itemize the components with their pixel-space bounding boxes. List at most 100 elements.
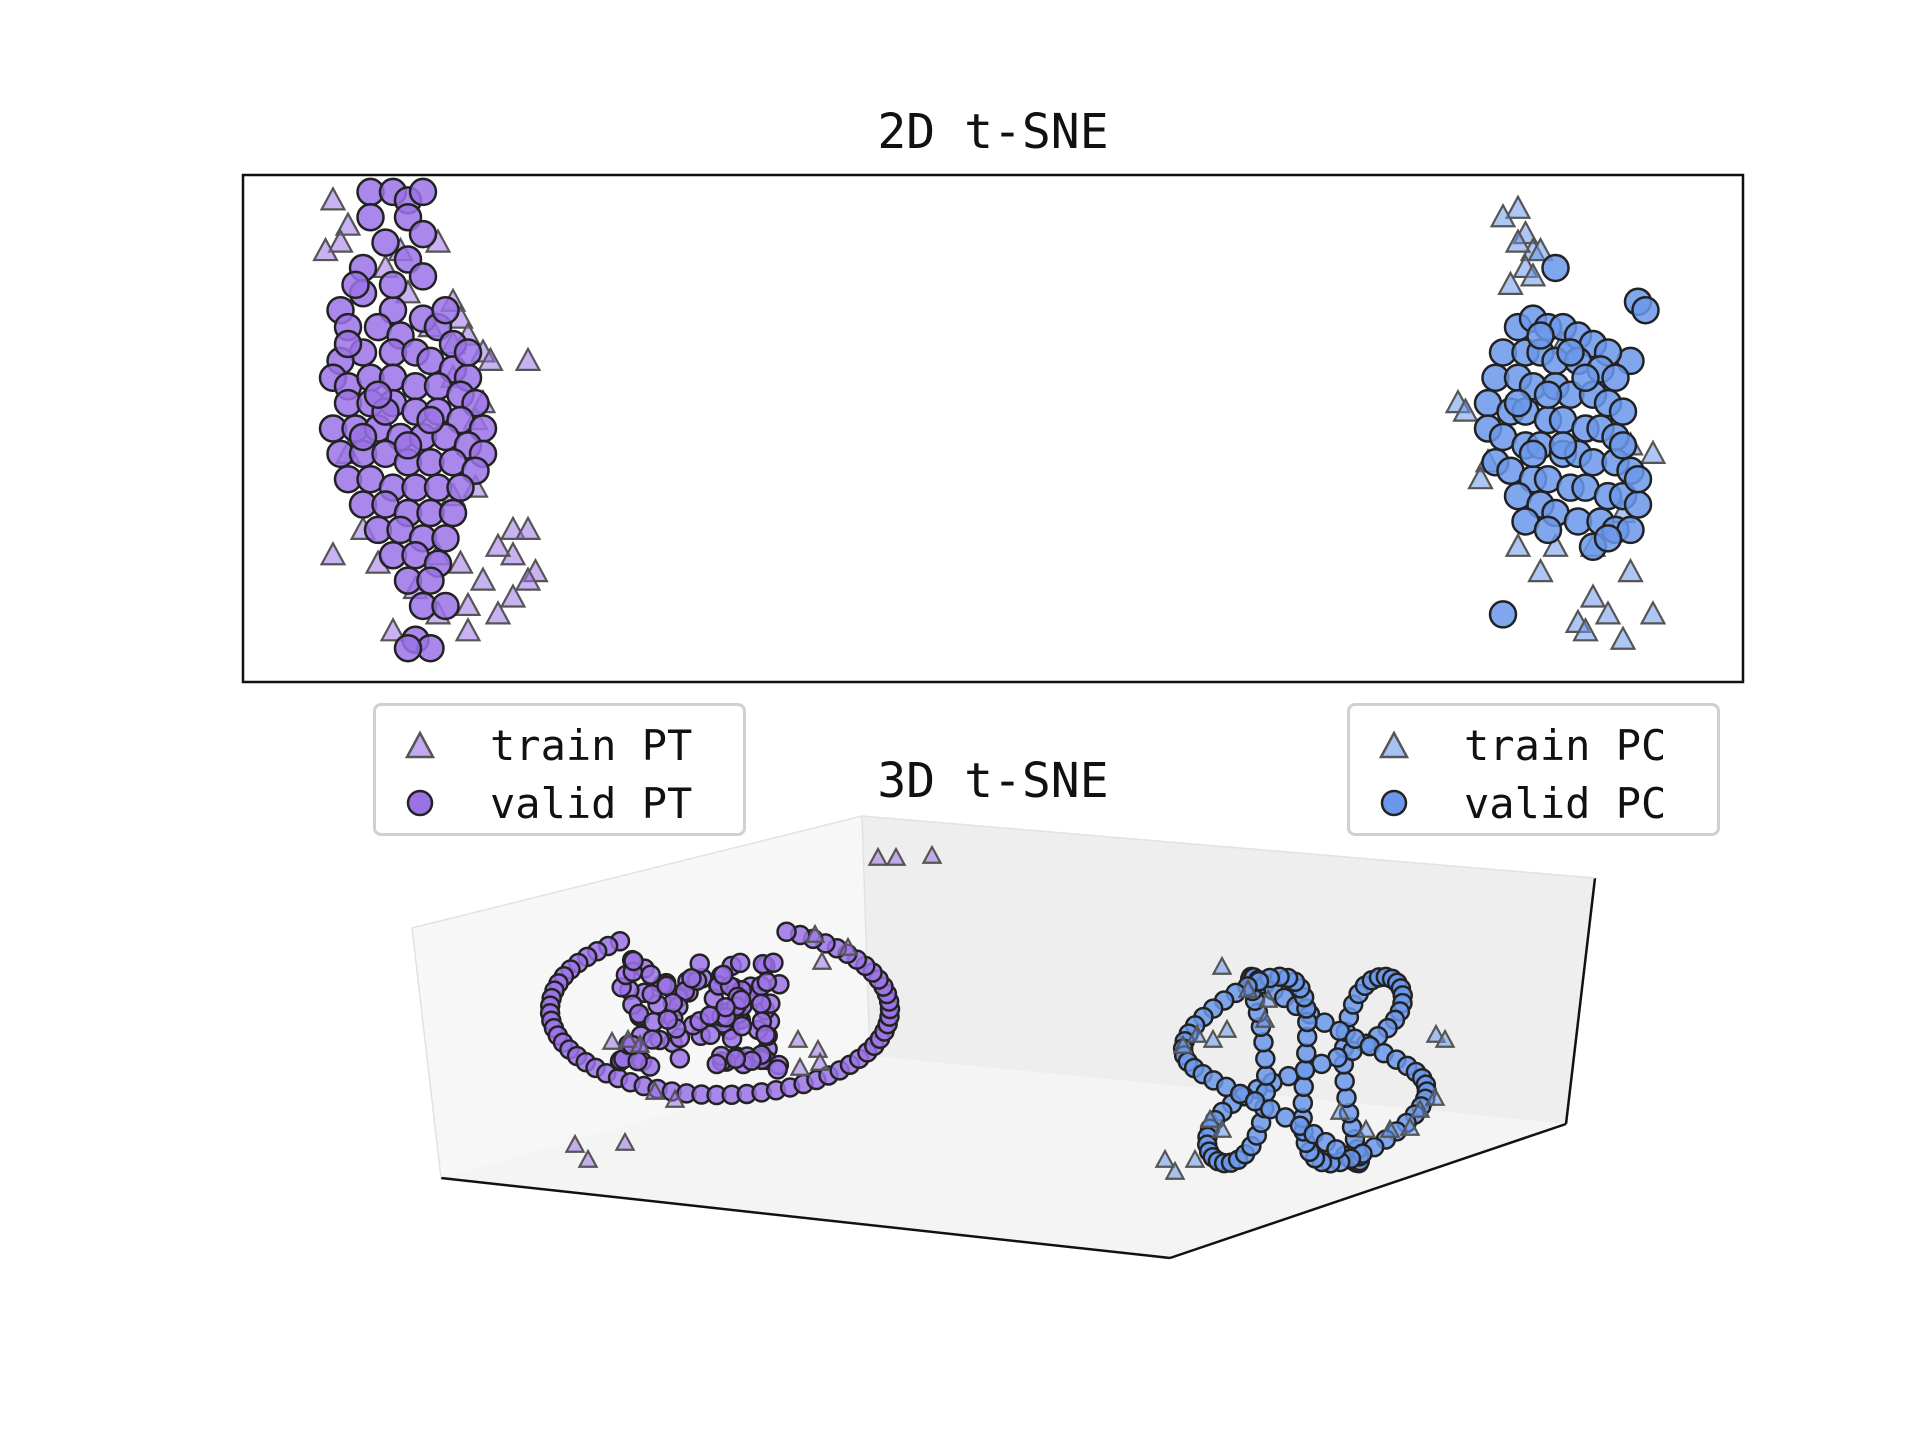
point-train-pc [1504, 194, 1532, 219]
point-train-pc [1504, 228, 1532, 253]
point-3d-train-pc [1399, 1116, 1421, 1136]
point-3d-train-pt [804, 923, 826, 943]
point-valid-pc [1571, 363, 1600, 393]
point-valid-pc [1548, 431, 1578, 460]
point-3d-train-pc [1199, 1108, 1221, 1128]
plot-2d-marks [312, 177, 1667, 663]
point-valid-pt [438, 498, 468, 528]
point-train-pc [1609, 625, 1637, 650]
point-train-pt [477, 346, 504, 371]
point-3d-train-pc [1186, 1023, 1208, 1043]
point-3d-train-pc [1254, 1008, 1276, 1028]
point-train-pc [1489, 202, 1517, 228]
triangle-marker-icon [1364, 725, 1424, 765]
point-train-pt [469, 566, 497, 591]
point-3d-train-pt [787, 1028, 809, 1048]
legend-label: valid PC [1464, 778, 1667, 828]
legend-entry: train PT [390, 716, 729, 774]
point-3d-valid-pt [712, 964, 734, 986]
legend-label: train PC [1464, 720, 1667, 770]
point-3d-train-pc [1211, 1118, 1233, 1138]
point-3d-train-pc [1329, 1100, 1351, 1120]
title-2d: 2D t-SNE [877, 104, 1109, 160]
point-valid-pc [1601, 363, 1630, 393]
point-3d-train-pc [1257, 988, 1279, 1008]
point-train-pt [484, 600, 512, 625]
point-valid-pc [1526, 321, 1555, 350]
point-valid-pt [446, 473, 475, 502]
point-train-pt [514, 515, 542, 541]
pane-edge-4 [411, 927, 442, 1179]
point-valid-pt [408, 219, 438, 249]
point-train-pt [334, 211, 362, 236]
point-valid-pt [416, 566, 445, 595]
point-train-pc [1579, 583, 1607, 608]
legend-entry: valid PT [390, 774, 729, 832]
point-train-pc [1572, 616, 1599, 642]
point-valid-pt [341, 270, 370, 300]
point-train-pt [319, 540, 347, 566]
title-3d: 3D t-SNE [877, 753, 1109, 809]
point-valid-pc [1518, 439, 1548, 469]
point-3d-valid-pc [1294, 1059, 1316, 1081]
point-3d-train-pc [1379, 1118, 1401, 1138]
point-3d-valid-pt [750, 993, 772, 1015]
point-3d-valid-pt [756, 971, 778, 993]
point-3d-train-pt [664, 1088, 686, 1108]
legend-entry: valid PC [1364, 774, 1703, 832]
point-train-pt [312, 236, 339, 262]
point-3d-valid-pt [640, 964, 661, 985]
point-train-pc [1519, 262, 1547, 287]
point-train-pc [1542, 532, 1569, 557]
point-3d-train-pc [1154, 1148, 1176, 1168]
point-3d-train-pt [921, 844, 943, 864]
point-3d-train-pc [1424, 1086, 1446, 1106]
point-3d-train-pc [1216, 1018, 1238, 1038]
point-train-pt [454, 591, 482, 617]
point-3d-valid-pt [763, 952, 784, 974]
point-valid-pt [431, 591, 460, 621]
legend-pt: train PT valid PT [373, 703, 746, 836]
circle-marker-icon [1364, 783, 1424, 823]
point-3d-train-pc [1409, 1098, 1431, 1118]
point-3d-train-pc [1434, 1028, 1456, 1048]
point-valid-pc [1541, 253, 1570, 283]
point-valid-pc [1593, 524, 1623, 553]
point-valid-pc [1623, 490, 1653, 519]
point-3d-train-pt [809, 1051, 831, 1071]
point-train-pc [1639, 600, 1667, 625]
point-3d-train-pc [1164, 1160, 1186, 1180]
point-3d-train-pt [811, 950, 833, 970]
point-3d-valid-pt [657, 1009, 679, 1030]
point-train-pc [1527, 557, 1554, 583]
plot-3d-marks [539, 844, 1456, 1180]
point-3d-valid-pt [731, 1015, 753, 1037]
point-train-pc [1467, 464, 1494, 490]
point-3d-train-pt [614, 1131, 636, 1151]
triangle-marker-icon [390, 725, 450, 765]
pane-edge-3 [861, 815, 871, 1057]
point-valid-pc [1556, 338, 1585, 367]
point-3d-train-pc [1202, 1028, 1224, 1048]
point-valid-pt [363, 380, 393, 409]
point-valid-pt [333, 329, 363, 359]
point-3d-valid-pc [1255, 1048, 1276, 1070]
point-valid-pc [1503, 388, 1533, 418]
plot-3d-axes [411, 815, 1597, 1260]
axis-3d-edge-vertical-right [1564, 877, 1597, 1125]
point-3d-valid-pc [1293, 1076, 1314, 1098]
point-3d-train-pt [885, 846, 907, 866]
point-valid-pt [348, 422, 378, 452]
point-3d-valid-pt [623, 950, 644, 972]
point-valid-pc [1608, 431, 1638, 460]
point-train-pc [1527, 236, 1554, 262]
point-train-pc [1594, 600, 1622, 625]
point-train-pt [319, 186, 347, 211]
point-3d-train-pt [577, 1148, 599, 1168]
point-3d-valid-pc [1260, 1098, 1281, 1120]
point-3d-valid-pt [642, 1029, 663, 1050]
point-valid-pc [1533, 515, 1563, 545]
point-3d-valid-pt [755, 1024, 776, 1046]
point-3d-valid-pc [1334, 1070, 1355, 1092]
point-valid-pt [371, 228, 400, 257]
